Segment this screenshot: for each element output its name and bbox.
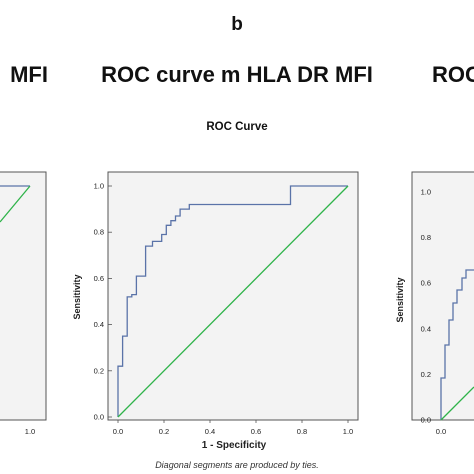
center-plot-frame [107,171,359,421]
y-tick-label: 0.8 [94,228,104,237]
x-tick-label: 0.0 [113,427,123,436]
y-axis-ticks: 0.0 0.2 0.4 0.6 0.8 1.0 [94,182,112,422]
y-tick-label: 1.0 [94,182,104,191]
right-panel-y-tick-label: 0.8 [421,233,431,242]
y-tick-label: 0.4 [94,320,104,329]
right-panel-y-tick-label: 0.6 [421,279,431,288]
roc-chart-title: ROC Curve [206,121,268,133]
roc-series [117,185,349,418]
footnote: Diagonal segments are produced by ties. [155,460,319,470]
x-tick-label: 0.4 [205,427,215,436]
right-panel-y-tick-label: 1.0 [421,188,431,197]
right-panel-y-tick-label: 0.4 [421,324,431,333]
x-axis-label: 1 - Specificity [202,440,267,451]
x-tick-label: 0.8 [297,427,307,436]
right-panel-xtick: 0.0 [436,427,446,436]
right-panel-y-label: Sensitivity [395,277,405,322]
x-tick-label: 0.2 [159,427,169,436]
center-panel-title: ROC curve m HLA DR MFI [101,62,373,87]
y-axis-label: Sensitivity [72,274,82,319]
right-panel-y-tick-label: 0.2 [421,370,431,379]
left-panel-xtick: 1.0 [25,427,35,436]
roc-curve-line [117,185,348,417]
panel-letter: b [231,14,243,35]
y-tick-label: 0.2 [94,366,104,375]
right-panel-y-tick-label: 0.0 [421,416,431,425]
x-tick-label: 0.6 [251,427,261,436]
right-panel-y-ticks: 1.0 0.8 0.6 0.4 0.2 0.0 [421,188,431,425]
right-panel-title-fragment: ROC [432,62,474,87]
y-tick-label: 0.6 [94,274,104,283]
left-panel-reference-line [0,185,31,223]
x-tick-label: 1.0 [343,427,353,436]
right-panel-roc-line [440,269,474,420]
reference-diagonal-line [117,185,349,418]
left-panel-title-fragment: MFI [10,62,48,87]
right-panel-reference-line [440,386,474,421]
y-tick-label: 0.0 [94,413,104,422]
left-panel-frame [0,171,47,421]
x-axis-ticks: 0.0 0.2 0.4 0.6 0.8 1.0 [113,420,353,436]
right-panel-frame [411,171,474,421]
